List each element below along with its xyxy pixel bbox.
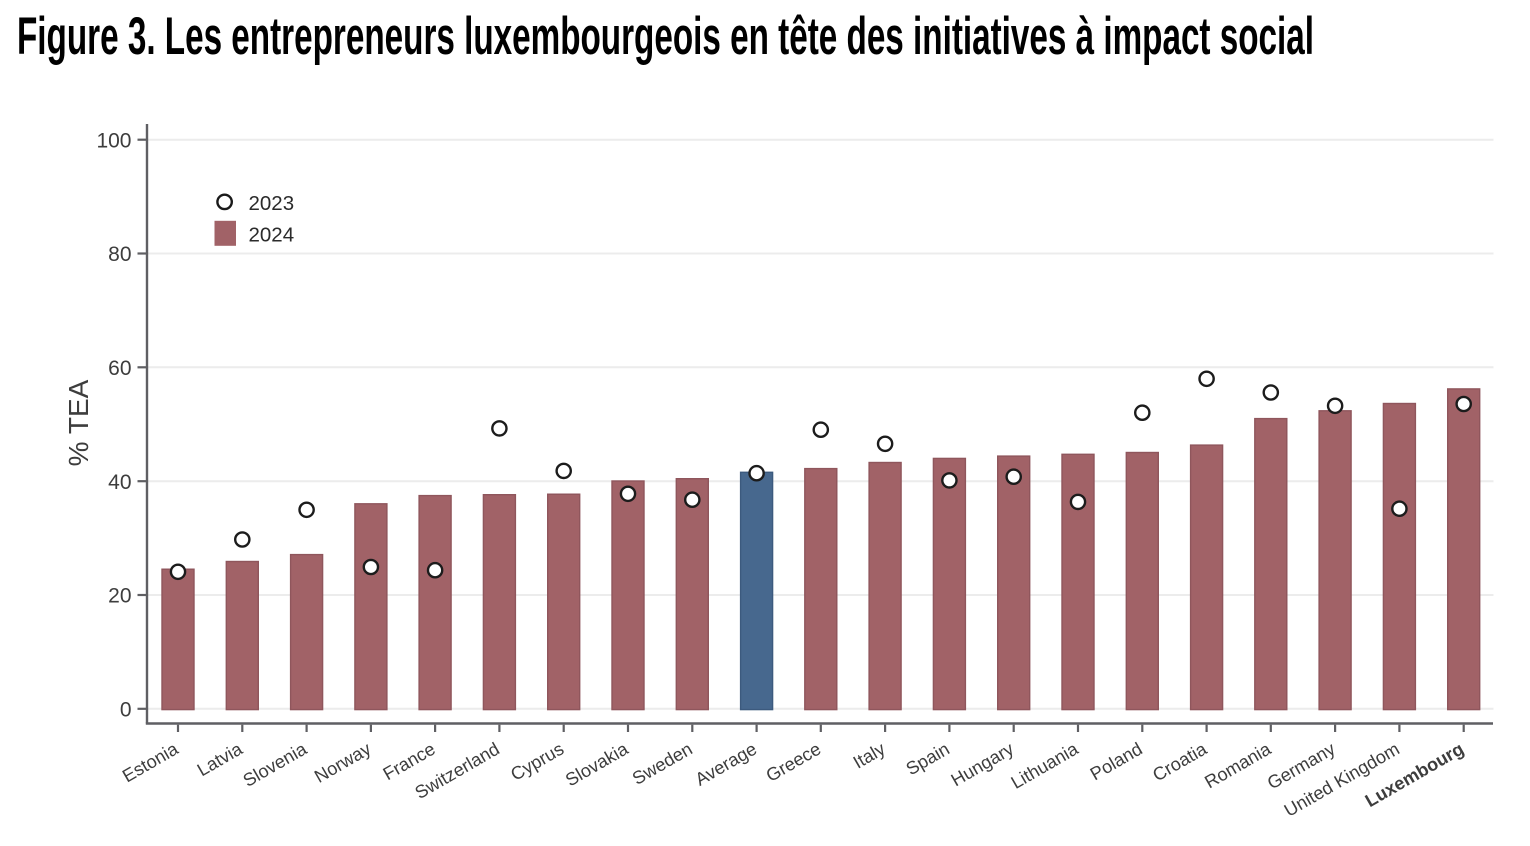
svg-text:Figure 3. Les entrepreneurs lu: Figure 3. Les entrepreneurs luxembourgeo… [17,7,1314,66]
svg-text:20: 20 [108,585,131,608]
svg-text:0: 0 [120,698,132,721]
svg-text:80: 80 [108,243,131,266]
svg-text:40: 40 [108,471,131,494]
svg-text:60: 60 [108,357,131,380]
svg-text:2024: 2024 [249,224,295,247]
svg-text:% TEA: % TEA [63,379,94,466]
svg-text:2023: 2023 [249,192,295,215]
svg-text:100: 100 [96,129,131,152]
